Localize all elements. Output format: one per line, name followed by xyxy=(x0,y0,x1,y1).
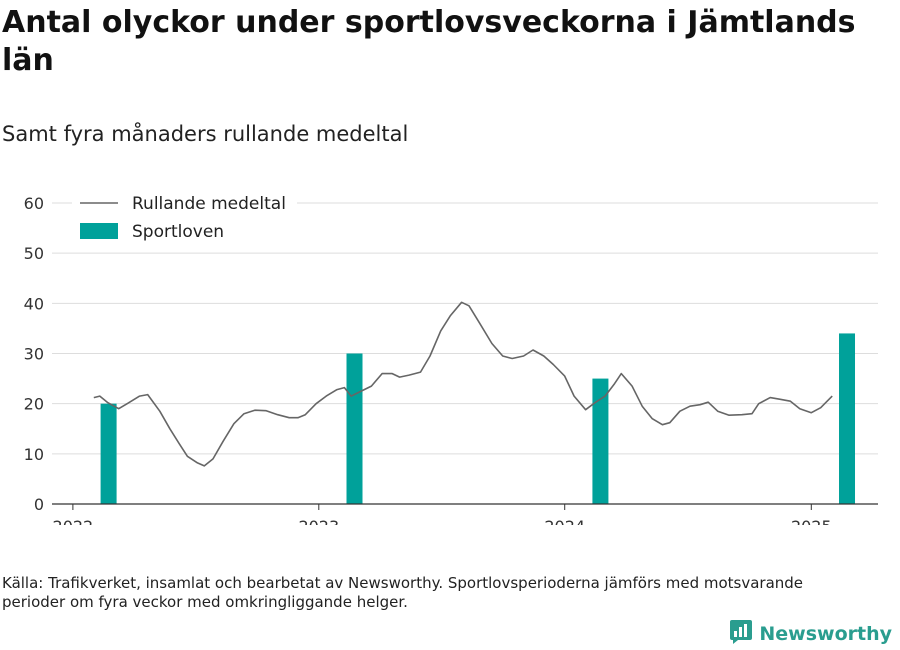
legend: Rullande medeltal Sportloven xyxy=(72,189,297,251)
y-tick-label: 60 xyxy=(24,194,44,213)
brand: Newsworthy xyxy=(729,619,892,649)
chart-subtitle: Samt fyra månaders rullande medeltal xyxy=(2,122,409,146)
line-series-path xyxy=(93,301,833,467)
bar xyxy=(839,333,856,504)
y-tick-label: 50 xyxy=(24,244,44,263)
y-tick-label: 30 xyxy=(24,345,44,364)
y-tick-label: 40 xyxy=(24,294,44,313)
bar xyxy=(100,403,117,504)
y-tick-label: 20 xyxy=(24,395,44,414)
x-tick-label: 2023 xyxy=(298,517,339,525)
x-tick-label: 2025 xyxy=(791,517,832,525)
legend-bar-swatch xyxy=(80,223,118,239)
brand-name: Newsworthy xyxy=(759,623,892,645)
chart: 0 10 20 30 40 50 60 2022 2023 2024 2025 Rullande m… xyxy=(24,189,878,525)
axes: 0 10 20 30 40 50 60 2022 2023 2024 2025 xyxy=(24,194,878,525)
line-series xyxy=(93,301,833,467)
bar-series xyxy=(100,333,856,504)
legend-background xyxy=(72,189,297,251)
x-tick-label: 2024 xyxy=(544,517,585,525)
y-tick-label: 0 xyxy=(34,495,44,514)
legend-label: Rullande medeltal xyxy=(132,194,286,214)
x-tick-label: 2022 xyxy=(53,517,94,525)
y-tick-label: 10 xyxy=(24,445,44,464)
bar-chart-logo-icon xyxy=(729,619,753,649)
bar xyxy=(346,353,363,504)
source-note: Källa: Trafikverket, insamlat och bearbe… xyxy=(2,574,804,611)
legend-label: Sportloven xyxy=(132,222,224,242)
chart-title: Antal olyckor under sportlovsveckorna i … xyxy=(2,5,856,78)
bar xyxy=(592,378,609,504)
